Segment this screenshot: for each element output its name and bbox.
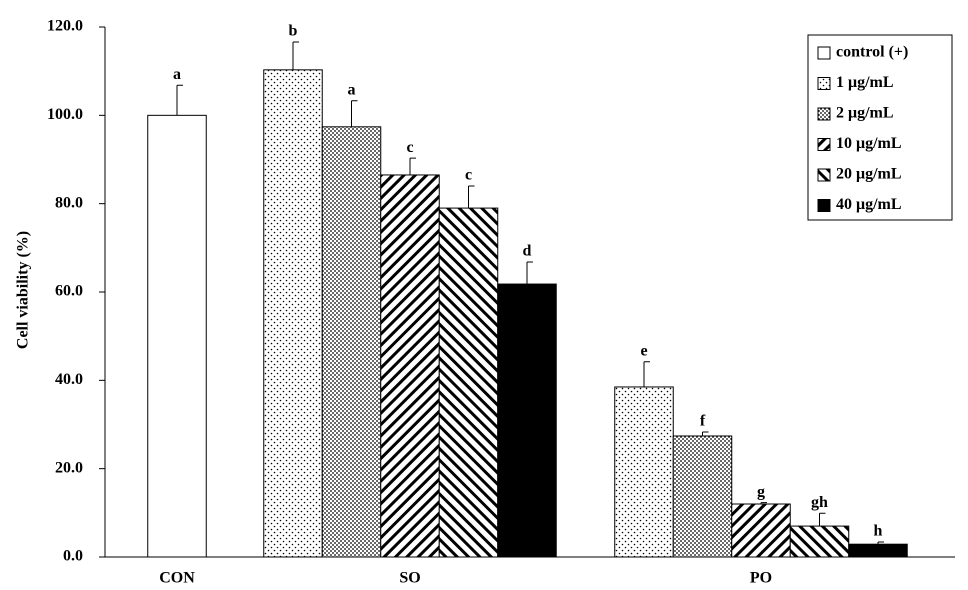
- annotation: e: [640, 342, 647, 359]
- bar: [263, 69, 323, 558]
- annotation: d: [523, 243, 532, 260]
- x-tick-label: CON: [159, 570, 195, 587]
- error-bar: [819, 512, 826, 527]
- x-tick-label: SO: [399, 570, 420, 587]
- legend-label: 2 μg/mL: [836, 105, 894, 122]
- legend-box: [807, 34, 953, 221]
- legend-label: 10 μg/mL: [836, 135, 902, 152]
- error-bar: [409, 157, 416, 175]
- y-tick-label: 100.0: [47, 106, 83, 123]
- legend-label: 1 μg/mL: [836, 74, 894, 91]
- error-bar: [643, 361, 650, 387]
- y-axis-label: Cell viability (%): [15, 231, 32, 349]
- y-tick-label: 120.0: [47, 18, 83, 35]
- bar: [380, 174, 440, 558]
- legend-swatch: [817, 199, 831, 212]
- y-tick-label: 20.0: [55, 459, 83, 476]
- bar: [321, 126, 382, 558]
- bar: [672, 435, 733, 558]
- error-bar: [292, 41, 299, 70]
- bar: [438, 207, 499, 558]
- error-bar: [526, 261, 533, 285]
- annotation: b: [289, 23, 298, 40]
- legend-swatch: [817, 138, 831, 151]
- bar: [497, 283, 557, 558]
- legend-label: 40 μg/mL: [836, 196, 902, 213]
- bar: [848, 543, 908, 558]
- annotation: c: [465, 167, 472, 184]
- bar: [147, 114, 207, 558]
- annotation: h: [874, 523, 883, 540]
- x-tick-label: PO: [750, 570, 772, 587]
- annotation: gh: [811, 494, 828, 511]
- bar: [731, 503, 791, 558]
- annotation: f: [700, 413, 706, 430]
- error-bar: [760, 502, 767, 504]
- annotation: a: [348, 81, 356, 98]
- legend-label: control (+): [836, 44, 908, 61]
- y-tick-label: 0.0: [63, 548, 83, 565]
- annotation: g: [757, 483, 765, 500]
- error-bar: [176, 84, 183, 116]
- error-bar: [702, 431, 709, 436]
- annotation: a: [173, 66, 181, 83]
- error-bar: [468, 185, 475, 209]
- legend-swatch: [817, 107, 831, 121]
- y-tick-label: 80.0: [55, 194, 83, 211]
- bar: [789, 525, 850, 558]
- error-bar: [351, 100, 358, 127]
- legend-swatch: [817, 77, 831, 90]
- bar: [614, 386, 674, 558]
- error-bar: [877, 541, 884, 545]
- legend-swatch: [817, 46, 831, 60]
- legend-label: 20 μg/mL: [836, 166, 902, 183]
- legend-swatch: [817, 168, 831, 182]
- y-tick-label: 40.0: [55, 371, 83, 388]
- annotation: c: [406, 139, 413, 156]
- y-tick-label: 60.0: [55, 283, 83, 300]
